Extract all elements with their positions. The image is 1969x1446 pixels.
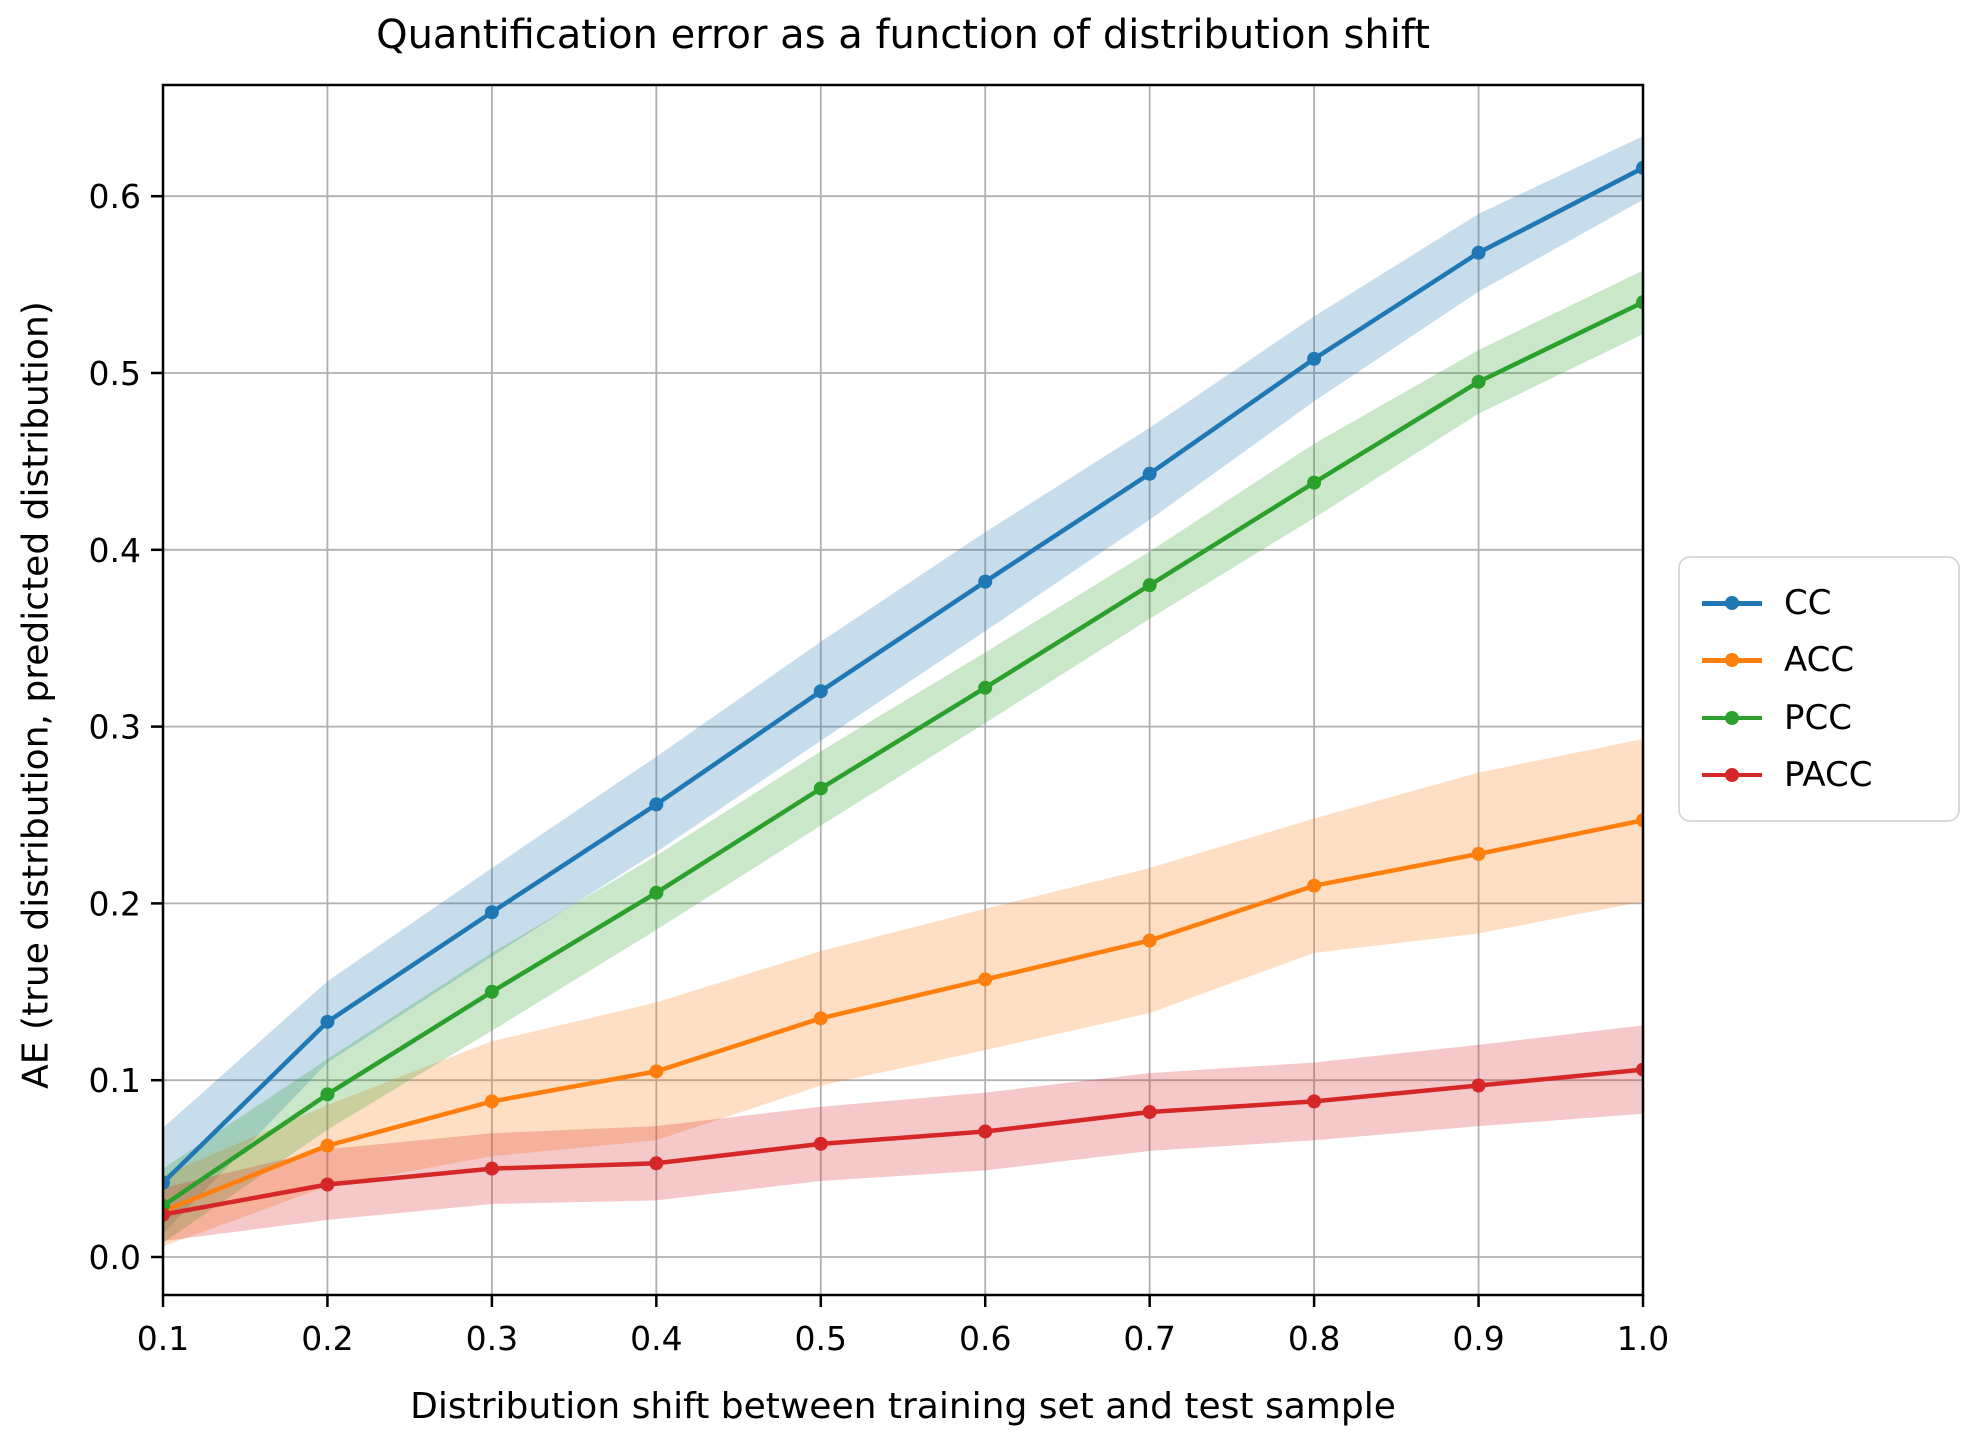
x-tick-label: 0.5	[795, 1319, 847, 1358]
marker-cc	[649, 797, 664, 812]
line-pcc	[163, 300, 1643, 1208]
marker-cc	[1307, 351, 1322, 366]
marker-pcc	[978, 680, 993, 695]
marker-cc	[813, 684, 828, 699]
line-cc	[163, 165, 1643, 1185]
marker-cc	[1471, 245, 1486, 260]
marker-cc	[484, 905, 499, 920]
marker-pcc	[1471, 374, 1486, 389]
plot-border	[161, 83, 1645, 1297]
x-tick-labels: 0.1 0.2 0.3 0.4 0.5 0.6 0.7 0.8 0.9 1.0	[137, 1319, 1669, 1358]
marker-pcc	[813, 781, 828, 796]
legend-line-sample	[1702, 710, 1762, 725]
x-tick-label: 0.9	[1452, 1319, 1504, 1358]
y-tick-label: 0.6	[89, 177, 141, 216]
legend-item-acc: ACC	[1702, 632, 1940, 688]
marker-pacc	[813, 1136, 828, 1151]
x-tick-label: 0.2	[301, 1319, 353, 1358]
legend-item-label: ACC	[1784, 640, 1855, 681]
legend: CC ACC PCC PACC	[1678, 556, 1960, 822]
x-tick-label: 0.1	[137, 1319, 189, 1358]
marker-acc	[1307, 878, 1322, 893]
marker-pacc	[484, 1161, 499, 1176]
marker-pacc	[649, 1156, 664, 1171]
marker-pacc	[1307, 1094, 1322, 1109]
legend-item-label: CC	[1784, 583, 1832, 623]
marker-acc	[649, 1064, 664, 1079]
marker-pacc	[1636, 1062, 1643, 1077]
marker-pcc	[649, 885, 664, 900]
y-tick-label: 0.4	[89, 531, 141, 570]
marker-cc	[163, 1175, 170, 1190]
x-tick-label: 0.8	[1288, 1319, 1340, 1358]
marker-pacc	[1471, 1078, 1486, 1093]
marker-acc	[320, 1138, 335, 1153]
band-pacc	[163, 1025, 1643, 1242]
line-pacc	[163, 1067, 1643, 1217]
x-tick-label: 1.0	[1617, 1319, 1669, 1358]
band-pcc	[163, 270, 1643, 1243]
x-tick-label: 0.4	[630, 1319, 682, 1358]
confidence-bands	[163, 136, 1643, 1247]
marker-acc	[1471, 846, 1486, 861]
legend-item-cc: CC	[1702, 575, 1940, 631]
marker-acc	[978, 972, 993, 987]
marker-pcc	[484, 984, 499, 999]
x-axis-label: Distribution shift between training set …	[410, 1386, 1396, 1427]
band-acc	[163, 738, 1643, 1247]
marker-pcc	[320, 1087, 335, 1102]
band-cc	[163, 136, 1643, 1235]
legend-item-label: PACC	[1784, 754, 1873, 795]
marker-cc	[1142, 466, 1157, 481]
marker-pacc	[163, 1207, 170, 1222]
x-tick-label: 0.3	[466, 1319, 518, 1358]
x-tick-label: 0.7	[1123, 1319, 1175, 1358]
legend-line-sample	[1702, 596, 1762, 610]
marker-pacc	[978, 1124, 993, 1139]
legend-item-label: PCC	[1784, 697, 1852, 738]
legend-item-pacc: PACC	[1702, 747, 1940, 803]
marker-pacc	[1142, 1105, 1157, 1120]
y-tick-label: 0.2	[89, 884, 141, 923]
marker-cc	[978, 574, 993, 589]
marker-acc	[484, 1094, 499, 1109]
axis-ticks	[151, 194, 1645, 1307]
y-tick-label: 0.3	[89, 708, 141, 747]
series-pcc	[163, 295, 1643, 1213]
series-pacc	[163, 1062, 1643, 1222]
marker-pacc	[320, 1177, 335, 1192]
y-axis-label: AE (true distribution, predicted distrib…	[15, 301, 57, 1089]
series-lines	[163, 160, 1643, 1222]
marker-acc	[1142, 933, 1157, 948]
series-cc	[163, 160, 1643, 1190]
y-tick-label: 0.1	[89, 1061, 141, 1100]
y-tick-labels: 0.0 0.1 0.2 0.3 0.4 0.5 0.6	[89, 177, 141, 1277]
marker-pcc	[1307, 475, 1322, 490]
marker-acc	[1636, 813, 1643, 828]
marker-pcc	[1636, 295, 1643, 310]
legend-line-sample	[1702, 767, 1762, 782]
line-acc	[163, 818, 1643, 1214]
marker-pcc	[1142, 578, 1157, 593]
x-tick-label: 0.6	[959, 1319, 1011, 1358]
y-tick-label: 0.5	[89, 354, 141, 393]
legend-line-sample	[1702, 653, 1762, 668]
marker-cc	[1636, 160, 1643, 175]
legend-item-pcc: PCC	[1702, 690, 1940, 746]
y-tick-label: 0.0	[89, 1238, 141, 1277]
chart-title: Quantification error as a function of di…	[376, 12, 1430, 58]
marker-cc	[320, 1014, 335, 1029]
marker-acc	[813, 1011, 828, 1026]
